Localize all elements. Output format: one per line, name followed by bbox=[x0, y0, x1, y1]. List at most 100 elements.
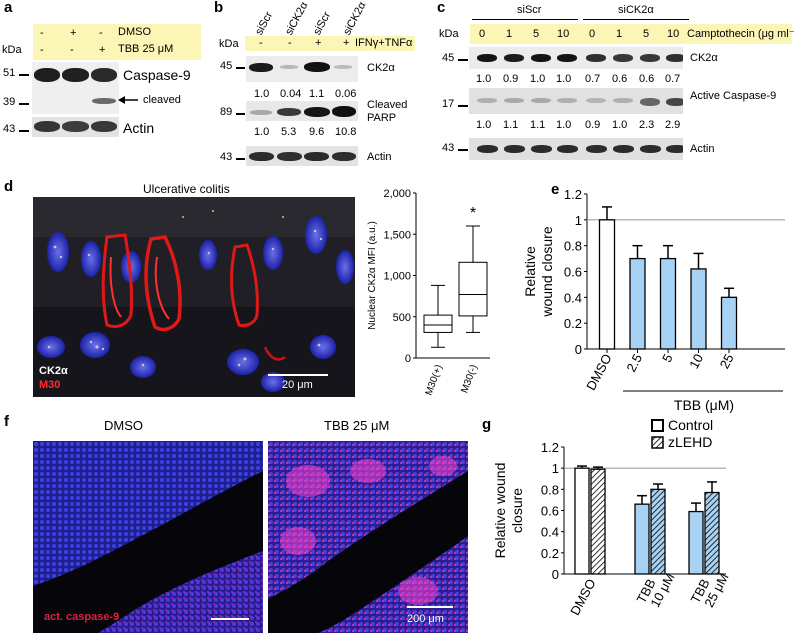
panel-e-letter: e bbox=[551, 181, 560, 198]
c-group-line bbox=[472, 19, 578, 20]
c-ck2-band bbox=[613, 54, 633, 62]
c-actin-band bbox=[477, 145, 498, 153]
a-marker-tick bbox=[19, 74, 29, 76]
a-cleaved-band bbox=[92, 98, 116, 104]
d-y-tick-label: 0 bbox=[405, 353, 411, 365]
a-cleaved-label: cleaved bbox=[143, 94, 181, 106]
c-ck2-val-1: 1.0 bbox=[476, 73, 492, 85]
g-bar bbox=[704, 491, 720, 575]
c-actin-label: Actin bbox=[690, 143, 715, 155]
b-marker-tick bbox=[236, 158, 245, 160]
g-bar bbox=[688, 510, 704, 575]
g-legend-zlehd: zLEHD bbox=[668, 434, 712, 450]
b-marker-43: 43 bbox=[220, 151, 233, 163]
b-band bbox=[304, 62, 330, 72]
panel-f-letter: f bbox=[4, 413, 9, 430]
f-dmso-micrograph bbox=[33, 441, 263, 633]
b-band bbox=[332, 152, 356, 161]
g-bar bbox=[650, 488, 666, 575]
g-legend-swatch-zlehd bbox=[651, 436, 664, 449]
f-scalebar-label: 200 μm bbox=[407, 613, 444, 625]
a-marker-51: 51 bbox=[3, 67, 16, 79]
e-y-tick-label: 0.4 bbox=[564, 290, 582, 305]
e-x-tick-label: DMSO bbox=[583, 351, 615, 392]
c-casp-val-1: 1.0 bbox=[476, 119, 492, 131]
g-y-tick-label: 0.6 bbox=[541, 504, 559, 519]
b-parp-label: Cleaved PARP bbox=[367, 99, 408, 124]
c-dose-3: 5 bbox=[533, 28, 540, 40]
b-band bbox=[304, 152, 329, 161]
d-scalebar bbox=[268, 374, 328, 376]
c-casp-val-5: 0.9 bbox=[585, 119, 601, 131]
panel-g-letter: g bbox=[482, 416, 492, 433]
c-casp-band bbox=[477, 98, 497, 103]
g-y-axis-label-line2: closure bbox=[509, 488, 525, 533]
c-dose-5: 0 bbox=[589, 28, 596, 40]
g-bar bbox=[634, 503, 650, 575]
e-y-axis-label-line2: wound closure bbox=[539, 226, 555, 317]
b-ck2-val-3: 1.1 bbox=[309, 88, 325, 100]
e-x-tick-label: 5 bbox=[659, 351, 676, 364]
b-sign-2: - bbox=[288, 37, 292, 49]
c-marker-tick bbox=[458, 105, 468, 107]
g-y-axis-label-line1: Relative wound bbox=[492, 463, 508, 559]
c-ck2-band bbox=[586, 54, 606, 62]
b-band bbox=[249, 152, 274, 161]
a-actin-blot bbox=[32, 117, 119, 137]
a-dmso-sign-3: - bbox=[99, 27, 103, 39]
e-barchart: 0 0.2 0.4 0.6 0.8 1 1.2 Relative wound closure DM… bbox=[522, 187, 785, 413]
d-y-axis-label: Nuclear CK2α MFI (a.u.) bbox=[367, 221, 378, 330]
c-ck2-val-6: 0.6 bbox=[612, 73, 628, 85]
e-y-tick-label: 1 bbox=[575, 213, 582, 228]
a-marker-39: 39 bbox=[3, 96, 16, 108]
e-y-tick-label: 0.2 bbox=[564, 316, 582, 331]
b-treatment-label: IFNγ+TNFα bbox=[355, 37, 413, 49]
b-parp-blot bbox=[246, 101, 358, 121]
b-ck2-label: CK2α bbox=[367, 62, 395, 74]
c-actin-band bbox=[504, 145, 525, 153]
d-x-tick-label: M30(+) bbox=[424, 363, 445, 397]
f-right-title: TBB 25 μM bbox=[324, 418, 390, 433]
a-tbb-sign-2: - bbox=[70, 44, 74, 56]
f-tbb-image bbox=[268, 441, 468, 633]
c-group-1: siScr bbox=[517, 4, 542, 16]
c-marker-45: 45 bbox=[442, 52, 455, 64]
a-dmso-label: DMSO bbox=[118, 26, 151, 38]
d-boxplot: 0 500 1,000 1,500 2,000 Nuclear CK2α MFI (a.u… bbox=[367, 188, 490, 397]
d-y-tick-label: 1,000 bbox=[383, 271, 411, 283]
a-band bbox=[62, 68, 89, 82]
b-band bbox=[304, 107, 330, 117]
c-treatment-label: Camptothecin (μg ml⁻¹) bbox=[687, 28, 794, 40]
c-actin-blot bbox=[469, 138, 683, 160]
d-scalebar-label: 20 μm bbox=[282, 379, 313, 391]
a-caspase9-blot bbox=[32, 62, 119, 114]
panel-a-letter: a bbox=[4, 0, 13, 16]
e-y-tick-label: 0.6 bbox=[564, 265, 582, 280]
c-ck2-band bbox=[666, 54, 683, 62]
c-ck2-label: CK2α bbox=[690, 52, 718, 64]
e-x-tick-label: 10 bbox=[686, 351, 706, 371]
b-band bbox=[277, 152, 302, 161]
c-dose-7: 5 bbox=[643, 28, 650, 40]
g-barchart: 0 0.2 0.4 0.6 0.8 1 1.2 Relative wound closure DM… bbox=[492, 417, 732, 618]
a-tbb-sign-3: + bbox=[99, 44, 106, 56]
e-y-tick-label: 0 bbox=[575, 342, 582, 357]
d-y-tick-label: 2,000 bbox=[383, 188, 411, 200]
b-ck2-val-2: 0.04 bbox=[280, 88, 302, 100]
c-casp-band bbox=[640, 98, 660, 106]
c-casp-val-7: 2.3 bbox=[639, 119, 655, 131]
c-actin-band bbox=[557, 145, 578, 153]
c-ck2-val-7: 0.6 bbox=[639, 73, 655, 85]
d-significance: * bbox=[470, 205, 476, 222]
a-arrow-icon bbox=[118, 96, 138, 104]
c-casp-blot bbox=[469, 88, 683, 114]
d-title: Ulcerative colitis bbox=[143, 182, 230, 196]
b-ck2-blot bbox=[246, 56, 358, 82]
panel-b-letter: b bbox=[214, 0, 224, 16]
c-marker-tick bbox=[458, 149, 468, 151]
a-caspase9-label: Caspase-9 bbox=[123, 67, 191, 83]
c-ck2-band bbox=[504, 54, 524, 62]
c-ck2-val-3: 1.0 bbox=[530, 73, 546, 85]
e-y-axis-label-line1: Relative bbox=[522, 246, 538, 297]
